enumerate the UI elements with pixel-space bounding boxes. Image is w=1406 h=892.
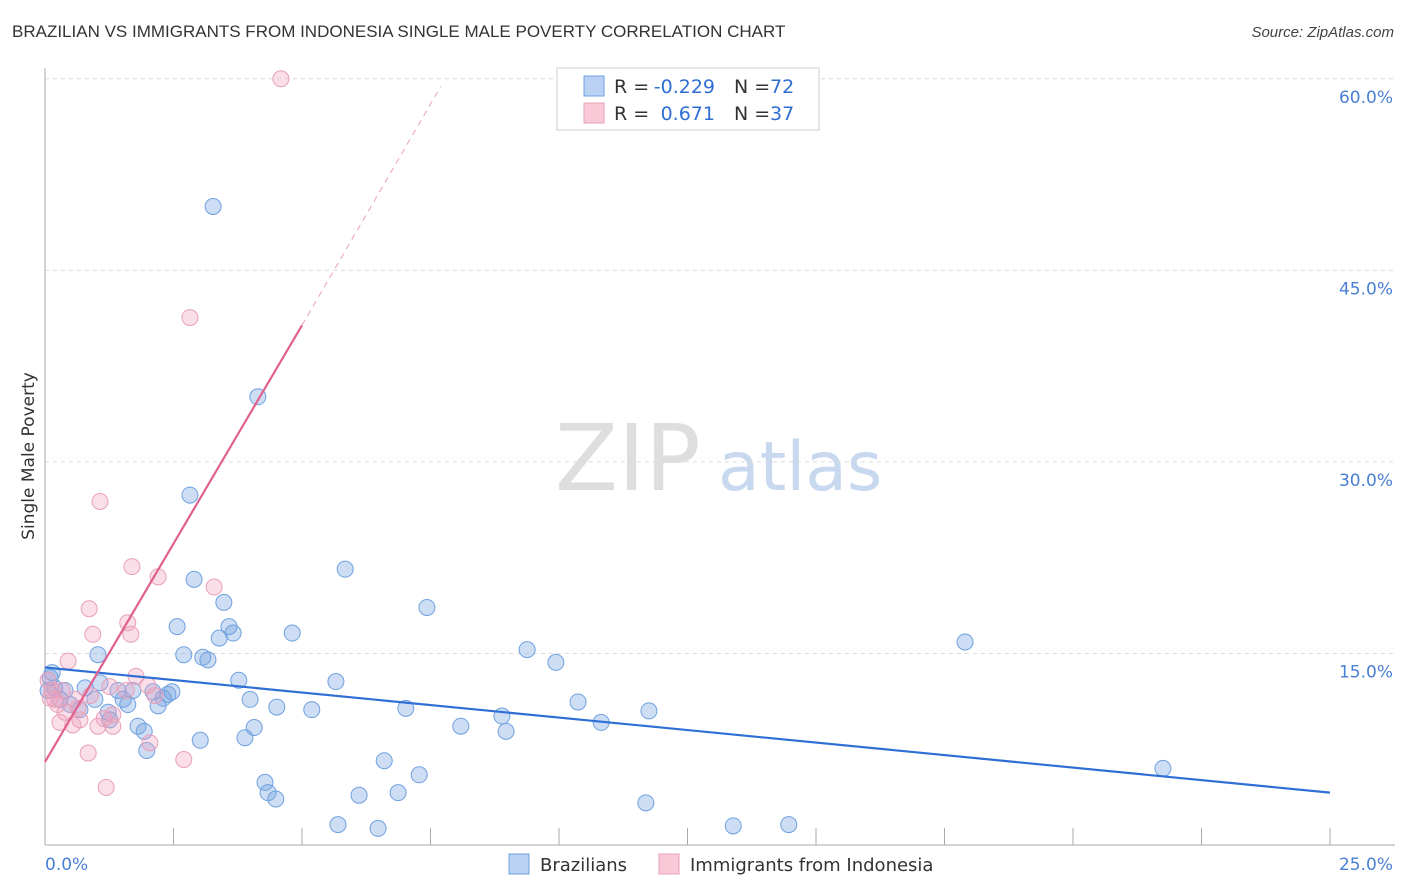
y-axis-label: Single Male Poverty bbox=[19, 372, 39, 540]
n-label: N = bbox=[734, 76, 770, 98]
y-tick-label: 45.0% bbox=[1339, 279, 1393, 299]
y-tick-label: 60.0% bbox=[1339, 88, 1393, 108]
indonesia-point bbox=[141, 734, 159, 752]
brazilian-point bbox=[194, 648, 212, 666]
brazilian-point bbox=[168, 618, 186, 636]
brazilian-point bbox=[230, 671, 248, 689]
brazilian-point bbox=[241, 690, 259, 708]
brazilian-point bbox=[89, 646, 107, 664]
indonesia-trend-line bbox=[44, 324, 303, 763]
brazilian-point bbox=[175, 646, 193, 664]
brazilian-point bbox=[418, 598, 436, 616]
brazilian-point bbox=[215, 593, 233, 611]
indonesia-point bbox=[104, 706, 122, 724]
indonesia-point bbox=[95, 710, 113, 728]
brazilian-point bbox=[204, 198, 222, 215]
brazilian-point bbox=[268, 698, 286, 716]
indonesia-point bbox=[79, 744, 97, 762]
brazilian-point bbox=[518, 641, 536, 659]
brazilian-point bbox=[336, 560, 354, 578]
legend-swatch-brazilians bbox=[583, 75, 605, 97]
brazilian-point bbox=[303, 701, 321, 719]
indonesia-trend-extension bbox=[301, 86, 442, 326]
brazilian-point bbox=[329, 816, 347, 834]
brazilian-point bbox=[956, 633, 974, 651]
indonesia-point bbox=[41, 689, 59, 707]
brazilian-point bbox=[389, 784, 407, 802]
brazilian-point bbox=[129, 717, 147, 735]
brazilians-trend-line bbox=[44, 666, 1331, 794]
brazilian-point bbox=[724, 817, 742, 835]
brazilian-point bbox=[369, 819, 387, 837]
watermark-atlas: atlas bbox=[718, 428, 882, 507]
brazilian-point bbox=[199, 651, 217, 669]
brazilian-point bbox=[181, 486, 199, 504]
brazilian-point bbox=[327, 673, 345, 691]
indonesia-point bbox=[80, 600, 98, 618]
chart-title: BRAZILIAN VS IMMIGRANTS FROM INDONESIA S… bbox=[12, 22, 786, 41]
indonesia-point bbox=[146, 687, 164, 705]
legend-label-brazilians: Brazilians bbox=[540, 855, 627, 876]
legend-swatch-brazilians bbox=[508, 853, 530, 875]
brazilian-point bbox=[283, 624, 301, 642]
brazilian-point bbox=[410, 766, 428, 784]
indonesia-point bbox=[205, 578, 223, 596]
indonesia-point bbox=[66, 690, 84, 708]
brazilian-point bbox=[185, 570, 203, 588]
brazilian-point bbox=[569, 693, 587, 711]
source-label: Source: ZipAtlas.com bbox=[1251, 24, 1394, 41]
brazilian-point bbox=[191, 731, 209, 749]
n-value: 72 bbox=[770, 76, 794, 98]
r-value: -0.229 bbox=[654, 76, 715, 98]
indonesia-point bbox=[181, 309, 199, 327]
brazilian-point bbox=[124, 681, 142, 699]
x-tick-label: 25.0% bbox=[1339, 855, 1393, 875]
n-label: N = bbox=[734, 103, 770, 125]
brazilian-point bbox=[1154, 759, 1172, 777]
indonesia-point bbox=[39, 671, 57, 689]
brazilian-point bbox=[637, 794, 655, 812]
watermark-zip: ZIP bbox=[555, 405, 701, 512]
brazilian-point bbox=[547, 653, 565, 671]
x-tick-label: 0.0% bbox=[45, 855, 88, 875]
indonesia-point bbox=[59, 652, 77, 670]
brazilian-point bbox=[256, 773, 274, 791]
indonesia-point bbox=[84, 625, 102, 643]
legend-swatch-indonesia bbox=[658, 853, 680, 875]
indonesia-point bbox=[97, 779, 115, 797]
r-label: R = bbox=[614, 76, 649, 98]
brazilian-point bbox=[640, 702, 658, 720]
brazilian-point bbox=[780, 816, 798, 834]
legend-label-indonesia: Immigrants from Indonesia bbox=[690, 855, 933, 876]
brazilian-point bbox=[163, 683, 181, 701]
indonesia-point bbox=[122, 625, 140, 643]
brazilian-point bbox=[236, 729, 254, 747]
indonesia-point bbox=[272, 70, 290, 88]
n-value: 37 bbox=[770, 103, 794, 125]
brazilian-point bbox=[397, 699, 415, 717]
brazilian-point bbox=[452, 717, 470, 735]
indonesia-point bbox=[123, 558, 141, 576]
indonesia-point bbox=[175, 750, 193, 768]
indonesia-point bbox=[101, 678, 119, 696]
y-tick-label: 15.0% bbox=[1339, 662, 1393, 682]
brazilian-point bbox=[350, 786, 368, 804]
brazilian-point bbox=[497, 722, 515, 740]
brazilian-point bbox=[267, 790, 285, 808]
r-value: 0.671 bbox=[661, 103, 715, 125]
r-label: R = bbox=[614, 103, 649, 125]
y-tick-label: 30.0% bbox=[1339, 471, 1393, 491]
brazilian-point bbox=[375, 752, 393, 770]
legend-swatch-indonesia bbox=[583, 102, 605, 124]
brazilian-point bbox=[210, 629, 228, 647]
indonesia-point bbox=[91, 492, 109, 510]
indonesia-point bbox=[117, 681, 135, 699]
indonesia-point bbox=[53, 681, 71, 699]
